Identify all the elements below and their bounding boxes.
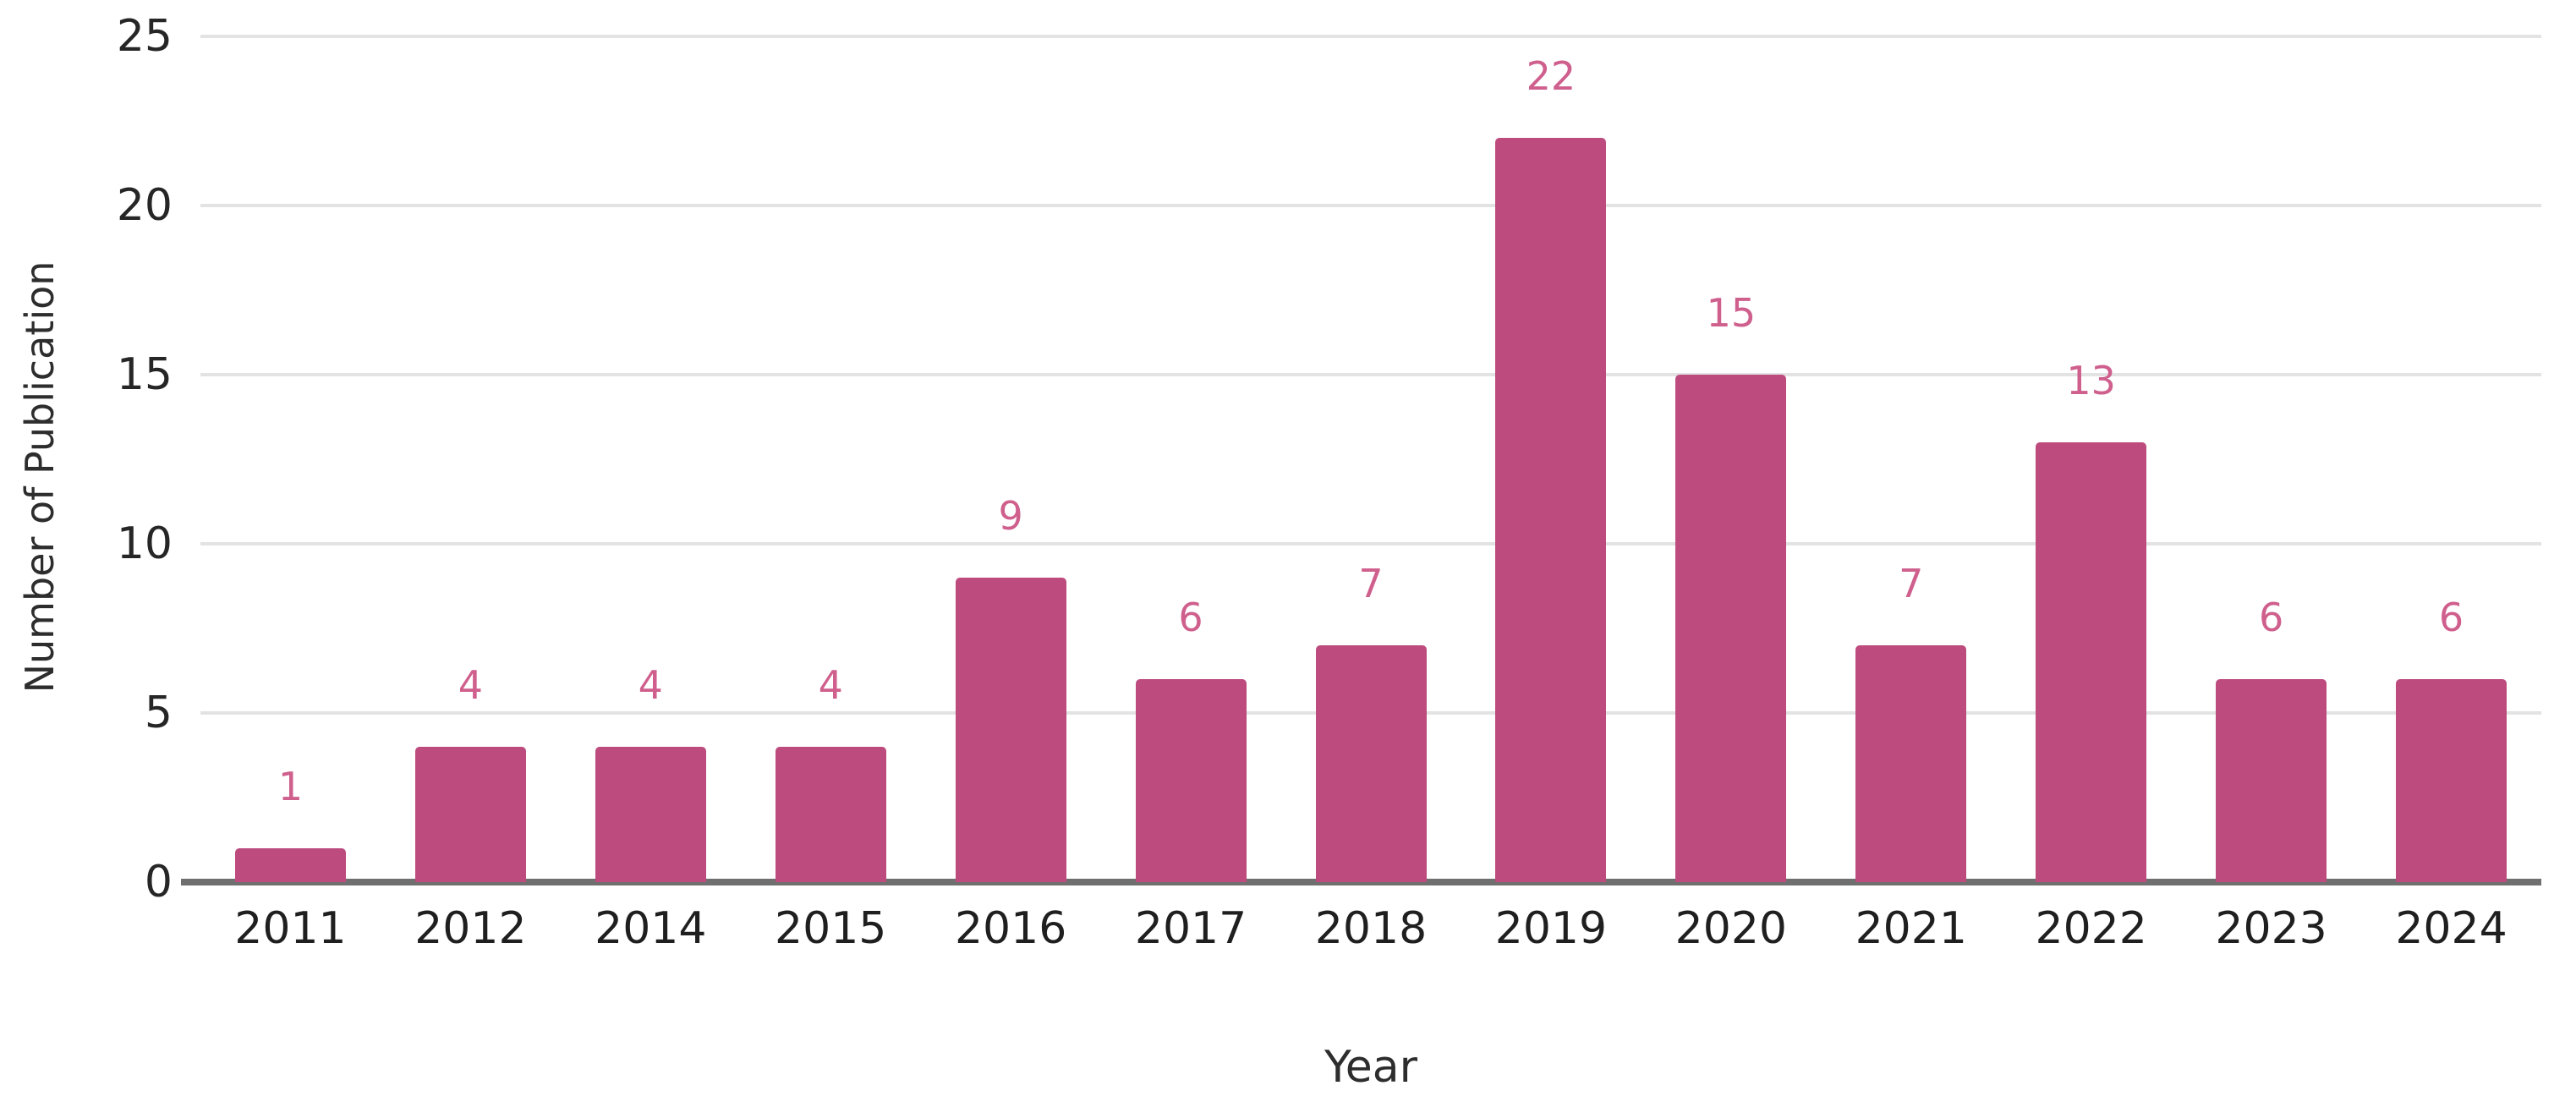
bar-value-label-2018: 7	[1358, 561, 1384, 606]
bar-value-label-2022: 13	[2066, 358, 2116, 403]
x-tick-label-2023: 2023	[2215, 903, 2327, 954]
bar-2023	[2216, 679, 2327, 882]
y-tick-label: 20	[116, 180, 173, 231]
x-tick-label-2016: 2016	[954, 903, 1067, 954]
bar-2024	[2396, 679, 2507, 882]
bar-2014	[595, 747, 706, 882]
x-tick-label-2014: 2014	[595, 903, 707, 954]
bar-value-label-2012: 4	[458, 662, 484, 708]
gridline	[200, 542, 2541, 546]
bar-value-label-2016: 9	[998, 493, 1023, 539]
y-tick-label: 5	[144, 688, 173, 738]
x-tick-label-2022: 2022	[2035, 903, 2147, 954]
y-axis-title: Number of Publication	[17, 260, 63, 694]
bar-2012	[414, 747, 526, 882]
x-tick-label-2011: 2011	[234, 903, 347, 954]
gridline	[200, 35, 2541, 38]
x-tick-label-2021: 2021	[1855, 903, 1967, 954]
x-tick-label-2012: 2012	[414, 903, 527, 954]
bar-2021	[1855, 645, 1967, 882]
x-axis-line	[181, 879, 2541, 885]
bar-2015	[775, 747, 886, 882]
bar-2020	[1675, 375, 1787, 882]
bar-2022	[2036, 442, 2147, 882]
bar-value-label-2014: 4	[638, 662, 663, 708]
bar-value-label-2021: 7	[1899, 561, 1924, 606]
bar-value-label-2011: 1	[277, 764, 304, 809]
bar-value-label-2019: 22	[1526, 53, 1576, 99]
x-tick-label-2015: 2015	[775, 903, 887, 954]
bar-2011	[234, 848, 346, 882]
y-tick-label: 15	[116, 349, 173, 400]
gridline	[200, 373, 2541, 376]
gridline	[200, 204, 2541, 207]
bar-value-label-2023: 6	[2258, 595, 2284, 640]
x-axis-title: Year	[1324, 1042, 1418, 1093]
x-tick-label-2018: 2018	[1314, 903, 1428, 954]
x-tick-label-2020: 2020	[1674, 903, 1787, 954]
bar-2018	[1315, 645, 1427, 882]
x-tick-label-2024: 2024	[2395, 903, 2507, 954]
bar-value-label-2017: 6	[1178, 595, 1203, 640]
bar-value-label-2024: 6	[2438, 595, 2464, 640]
bar-value-label-2020: 15	[1706, 290, 1757, 336]
x-tick-label-2017: 2017	[1134, 903, 1247, 954]
bar-2019	[1495, 138, 1607, 882]
x-tick-label-2019: 2019	[1494, 903, 1608, 954]
y-tick-label: 10	[116, 518, 173, 569]
bar-2017	[1135, 679, 1247, 882]
bar-2016	[955, 578, 1066, 882]
bar-value-label-2015: 4	[818, 662, 843, 708]
y-tick-label: 25	[116, 11, 173, 62]
y-tick-label: 0	[144, 857, 173, 907]
